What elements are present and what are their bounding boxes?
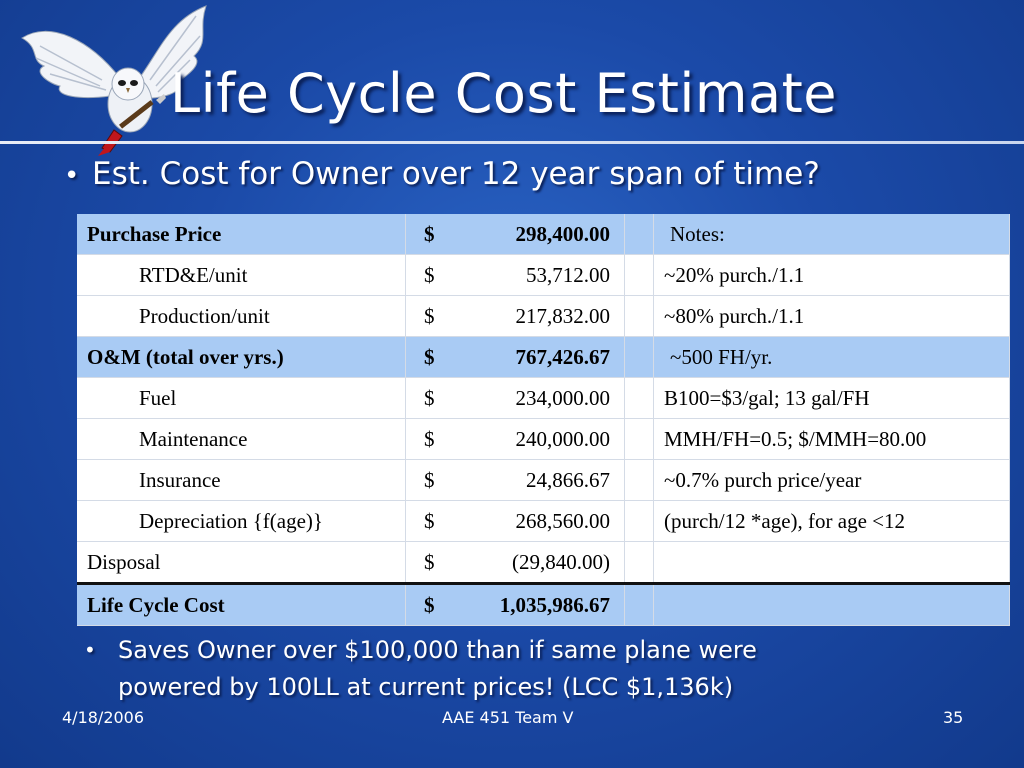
- bullet-marker: •: [64, 161, 80, 191]
- row-amount: (29,840.00): [512, 549, 610, 574]
- table-row: Depreciation {f(age)} $268,560.00 (purch…: [77, 500, 1010, 542]
- row-note: Notes:: [653, 214, 1010, 255]
- gap-cell: [624, 214, 654, 255]
- title-divider: [0, 141, 1024, 144]
- total-row: Life Cycle Cost $1,035,986.67: [77, 583, 1010, 626]
- currency-symbol: $: [424, 592, 435, 617]
- gap-cell: [624, 377, 654, 419]
- row-amount: 53,712.00: [526, 262, 610, 287]
- row-note: ~80% purch./1.1: [653, 295, 1010, 337]
- row-amount: 268,560.00: [515, 508, 611, 533]
- life-cycle-cost-table: Purchase Price $298,400.00 Notes: RTD&E/…: [77, 214, 1010, 626]
- row-amount: 1,035,986.67: [499, 592, 610, 617]
- currency-symbol: $: [424, 262, 435, 287]
- table-row: O&M (total over yrs.) $767,426.67 ~500 F…: [77, 336, 1010, 378]
- table-row: Insurance $24,866.67 ~0.7% purch price/y…: [77, 459, 1010, 501]
- row-amount: 298,400.00: [515, 221, 611, 246]
- footer-team: AAE 451 Team V: [442, 708, 574, 727]
- table-row: Maintenance $240,000.00 MMH/FH=0.5; $/MM…: [77, 418, 1010, 460]
- bullet-marker: •: [84, 638, 96, 662]
- row-note: ~500 FH/yr.: [653, 336, 1010, 378]
- table-row: Production/unit $217,832.00 ~80% purch./…: [77, 295, 1010, 337]
- currency-symbol: $: [424, 385, 435, 410]
- currency-symbol: $: [424, 426, 435, 451]
- footer-page-number: 35: [943, 708, 964, 727]
- footer-date: 4/18/2006: [62, 708, 145, 727]
- row-amount: 234,000.00: [515, 385, 611, 410]
- row-amount: 240,000.00: [515, 426, 611, 451]
- row-note: [653, 541, 1010, 584]
- row-label: RTD&E/unit: [77, 254, 406, 296]
- table-row: RTD&E/unit $53,712.00 ~20% purch./1.1: [77, 254, 1010, 296]
- currency-symbol: $: [424, 344, 435, 369]
- row-amount: 217,832.00: [515, 303, 611, 328]
- currency-symbol: $: [424, 549, 435, 574]
- gap-cell: [624, 500, 654, 542]
- row-label: Insurance: [77, 459, 406, 501]
- currency-symbol: $: [424, 303, 435, 328]
- gap-cell: [624, 459, 654, 501]
- bullet-question: • Est. Cost for Owner over 12 year span o…: [64, 156, 820, 192]
- row-note: (purch/12 *age), for age <12: [653, 500, 1010, 542]
- row-amount: 24,866.67: [526, 467, 610, 492]
- currency-symbol: $: [424, 467, 435, 492]
- row-amount: 767,426.67: [515, 344, 611, 369]
- row-note: [653, 583, 1010, 626]
- row-label: Disposal: [77, 541, 406, 584]
- gap-cell: [624, 583, 654, 626]
- table-row: Fuel $234,000.00 B100=$3/gal; 13 gal/FH: [77, 377, 1010, 419]
- gap-cell: [624, 254, 654, 296]
- currency-symbol: $: [424, 221, 435, 246]
- row-label: Depreciation {f(age)}: [77, 500, 406, 542]
- row-label: Life Cycle Cost: [77, 583, 406, 626]
- row-label: O&M (total over yrs.): [77, 336, 406, 378]
- row-label: Purchase Price: [77, 214, 406, 255]
- owl-with-guitar-logo-icon: [21, 5, 207, 156]
- slide-title: Life Cycle Cost Estimate: [170, 62, 837, 125]
- gap-cell: [624, 295, 654, 337]
- currency-symbol: $: [424, 508, 435, 533]
- bullet-savings-line-1: Saves Owner over $100,000 than if same p…: [118, 636, 757, 664]
- row-note: MMH/FH=0.5; $/MMH=80.00: [653, 418, 1010, 460]
- row-label: Maintenance: [77, 418, 406, 460]
- gap-cell: [624, 418, 654, 460]
- row-label: Production/unit: [77, 295, 406, 337]
- table-row: Disposal $ (29,840.00): [77, 541, 1010, 584]
- row-note: ~0.7% purch price/year: [653, 459, 1010, 501]
- row-label: Fuel: [77, 377, 406, 419]
- bullet-savings-line-2: powered by 100LL at current prices! (LCC…: [118, 673, 734, 701]
- bullet-question-text: Est. Cost for Owner over 12 year span of…: [92, 156, 820, 192]
- bullet-savings: • Saves Owner over $100,000 than if same…: [84, 632, 984, 706]
- table-row: Purchase Price $298,400.00 Notes:: [77, 214, 1010, 255]
- row-note: B100=$3/gal; 13 gal/FH: [653, 377, 1010, 419]
- gap-cell: [624, 336, 654, 378]
- row-note: ~20% purch./1.1: [653, 254, 1010, 296]
- gap-cell: [624, 541, 654, 584]
